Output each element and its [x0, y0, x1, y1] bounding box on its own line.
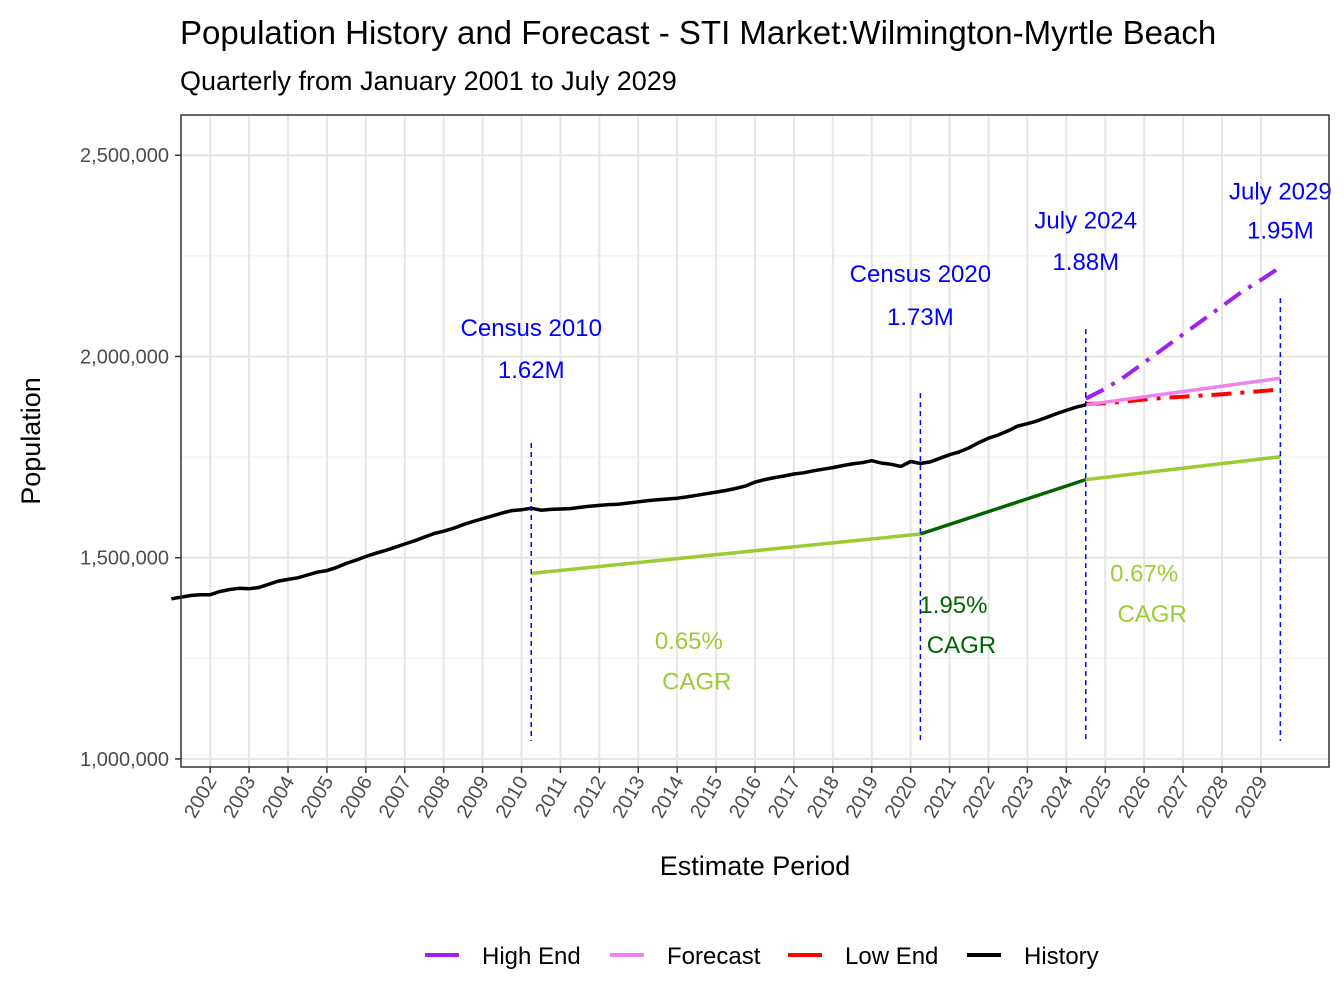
- cagr-line-2024-2029: [1085, 454, 1281, 482]
- y-tick-label: 2,500,000: [80, 145, 169, 167]
- x-tick-label: 2003: [219, 773, 260, 823]
- x-tick-label: 2029: [1231, 773, 1272, 823]
- x-tick-label: 2017: [764, 773, 805, 823]
- legend-label: History: [1024, 943, 1099, 970]
- legend-label: High End: [482, 943, 581, 970]
- x-tick-label: 2018: [803, 773, 844, 823]
- marker-value: 1.95M: [1247, 217, 1314, 244]
- forecast-line: [1085, 376, 1281, 407]
- high-end-line: [1084, 265, 1282, 401]
- legend-label: Forecast: [667, 943, 761, 970]
- x-tick-label: 2013: [608, 773, 649, 823]
- cagr-text-label: CAGR: [927, 632, 996, 659]
- x-tick-label: 2025: [1075, 773, 1116, 823]
- legend: High End Forecast Low End History: [425, 943, 1099, 970]
- x-axis-ticks: 2002200320042005200620072008200920102011…: [180, 767, 1272, 822]
- x-tick-label: 2011: [531, 773, 572, 821]
- legend-label: Low End: [845, 943, 938, 970]
- marker-label: Census 2010: [461, 315, 602, 342]
- cagr-rate-label: 0.65%: [655, 628, 723, 655]
- x-tick-label: 2005: [297, 773, 338, 823]
- x-tick-label: 2026: [1114, 773, 1155, 823]
- cagr-rate-label: 1.95%: [919, 592, 987, 619]
- x-tick-label: 2023: [997, 773, 1038, 823]
- cagr-rate-label: 0.67%: [1110, 561, 1178, 588]
- y-axis-ticks: 1,000,000 1,500,000 2,000,000 2,500,000: [80, 145, 181, 771]
- y-axis-title: Population: [16, 377, 46, 505]
- chart-subtitle: Quarterly from January 2001 to July 2029: [180, 66, 677, 96]
- x-tick-label: 2014: [647, 773, 688, 823]
- marker-label: Census 2020: [850, 261, 991, 288]
- x-tick-label: 2006: [336, 773, 377, 823]
- x-tick-label: 2021: [920, 773, 961, 823]
- chart-title: Population History and Forecast - STI Ma…: [180, 14, 1216, 51]
- x-tick-label: 2019: [842, 773, 883, 823]
- population-series: [171, 265, 1282, 601]
- x-tick-label: 2028: [1192, 773, 1233, 823]
- x-tick-label: 2022: [959, 773, 1000, 823]
- y-tick-label: 1,500,000: [80, 548, 169, 570]
- history-line: [171, 403, 1087, 601]
- cagr-trend-lines: [531, 454, 1281, 576]
- x-tick-label: 2010: [492, 773, 533, 823]
- x-tick-label: 2002: [180, 773, 221, 823]
- x-tick-label: 2008: [414, 773, 455, 823]
- cagr-text-label: CAGR: [662, 668, 731, 695]
- x-tick-label: 2007: [375, 773, 416, 823]
- marker-label: July 2029: [1229, 178, 1332, 205]
- x-tick-label: 2024: [1036, 773, 1077, 823]
- x-tick-label: 2016: [725, 773, 766, 823]
- x-tick-label: 2027: [1153, 773, 1194, 823]
- x-axis-title: Estimate Period: [660, 851, 851, 881]
- x-tick-label: 2015: [686, 773, 727, 823]
- marker-value: 1.73M: [887, 304, 954, 331]
- x-tick-label: 2020: [881, 773, 922, 823]
- x-tick-label: 2004: [258, 773, 299, 823]
- major-gridlines: [181, 115, 1329, 767]
- event-marker-labels: Census 2010 1.62M Census 2020 1.73M July 202…: [461, 178, 1332, 384]
- x-tick-label: 2012: [569, 773, 610, 823]
- marker-value: 1.62M: [498, 357, 565, 384]
- cagr-text-label: CAGR: [1117, 601, 1186, 628]
- marker-label: July 2024: [1034, 208, 1137, 235]
- cagr-line-2020-2024: [919, 477, 1087, 536]
- marker-value: 1.88M: [1052, 249, 1119, 276]
- x-tick-label: 2009: [453, 773, 494, 823]
- cagr-annotations: 0.65% CAGR 1.95% CAGR 0.67% CAGR: [655, 561, 1187, 696]
- event-marker-lines: [530, 298, 1282, 741]
- cagr-line-2010-2020: [531, 532, 921, 576]
- y-tick-label: 2,000,000: [80, 346, 169, 368]
- y-tick-label: 1,000,000: [80, 749, 169, 771]
